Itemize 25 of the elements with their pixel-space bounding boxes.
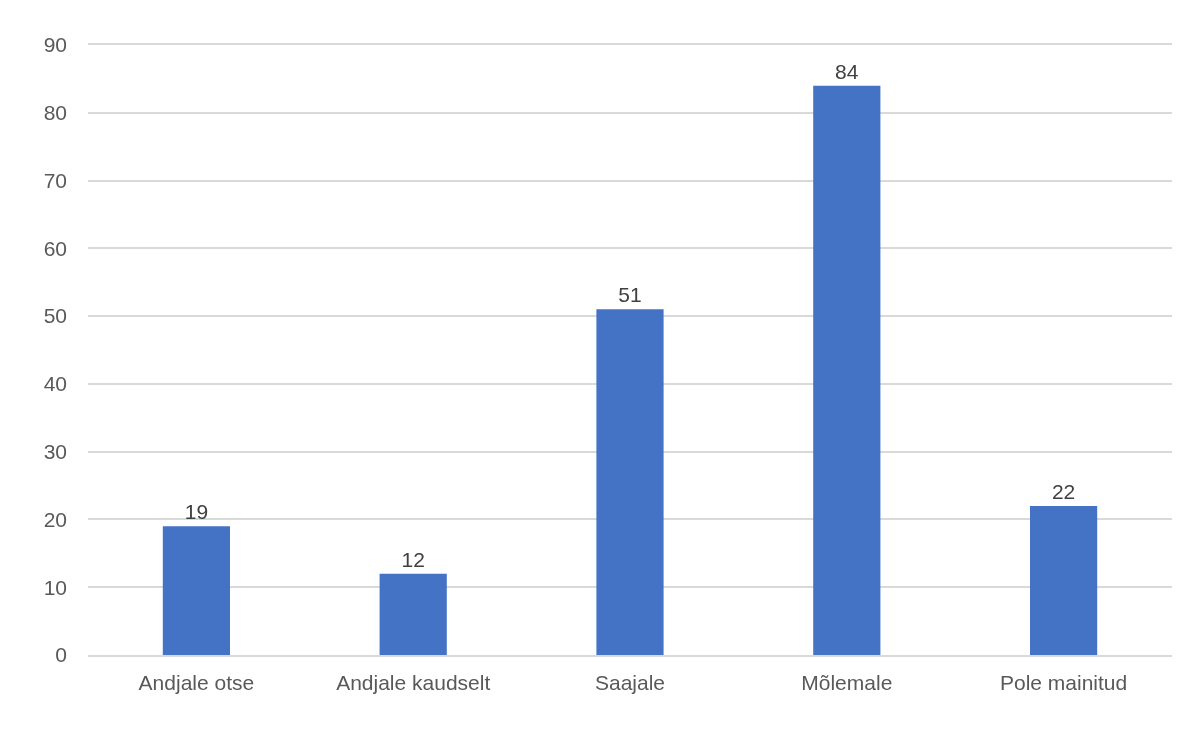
x-tick-label: Pole mainitud bbox=[999, 670, 1128, 694]
y-tick-label: 60 bbox=[43, 236, 67, 260]
x-tick-label: Saajale bbox=[594, 670, 666, 694]
bar bbox=[379, 573, 447, 655]
y-tick-label: 50 bbox=[43, 304, 67, 328]
bar bbox=[596, 309, 664, 655]
y-tick-label: 90 bbox=[43, 33, 67, 57]
y-tick-label: 80 bbox=[43, 101, 67, 125]
x-tick-label: Mõlemale bbox=[801, 670, 893, 694]
bar bbox=[1030, 505, 1098, 655]
y-tick-label: 10 bbox=[43, 575, 67, 599]
data-label: 12 bbox=[401, 547, 425, 571]
bar bbox=[813, 85, 881, 655]
y-tick-label: 30 bbox=[43, 440, 67, 464]
data-label: 84 bbox=[834, 59, 859, 83]
y-tick-label: 70 bbox=[43, 168, 67, 192]
y-tick-label: 40 bbox=[43, 372, 67, 396]
x-tick-label: Andjale kaudselt bbox=[336, 670, 491, 694]
data-label: 19 bbox=[184, 500, 209, 524]
bar bbox=[162, 526, 230, 655]
data-label: 22 bbox=[1051, 479, 1076, 503]
y-tick-label: 20 bbox=[43, 507, 67, 531]
x-tick-label: Andjale otse bbox=[138, 670, 255, 694]
y-tick-label: 0 bbox=[55, 643, 67, 667]
data-label: 51 bbox=[618, 283, 642, 307]
